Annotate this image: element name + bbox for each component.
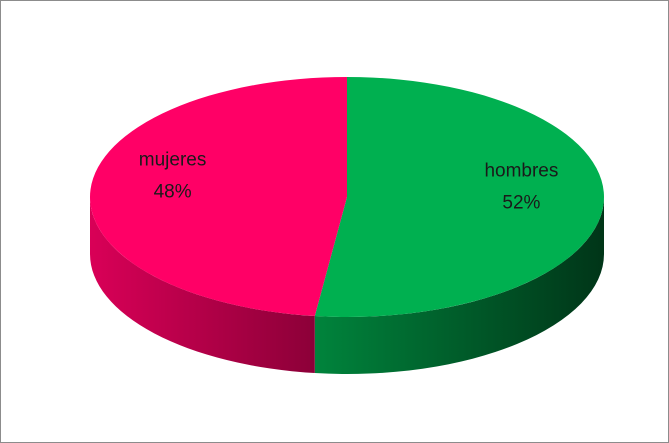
slice-side [314, 197, 604, 374]
slice [314, 77, 604, 317]
slice-value-label: 48% [154, 182, 192, 203]
slice-label: hombres [484, 160, 558, 181]
slice-side [90, 197, 315, 374]
slice-value-label: 52% [502, 192, 540, 213]
slice-label: mujeres [139, 150, 207, 171]
slice [89, 77, 348, 317]
